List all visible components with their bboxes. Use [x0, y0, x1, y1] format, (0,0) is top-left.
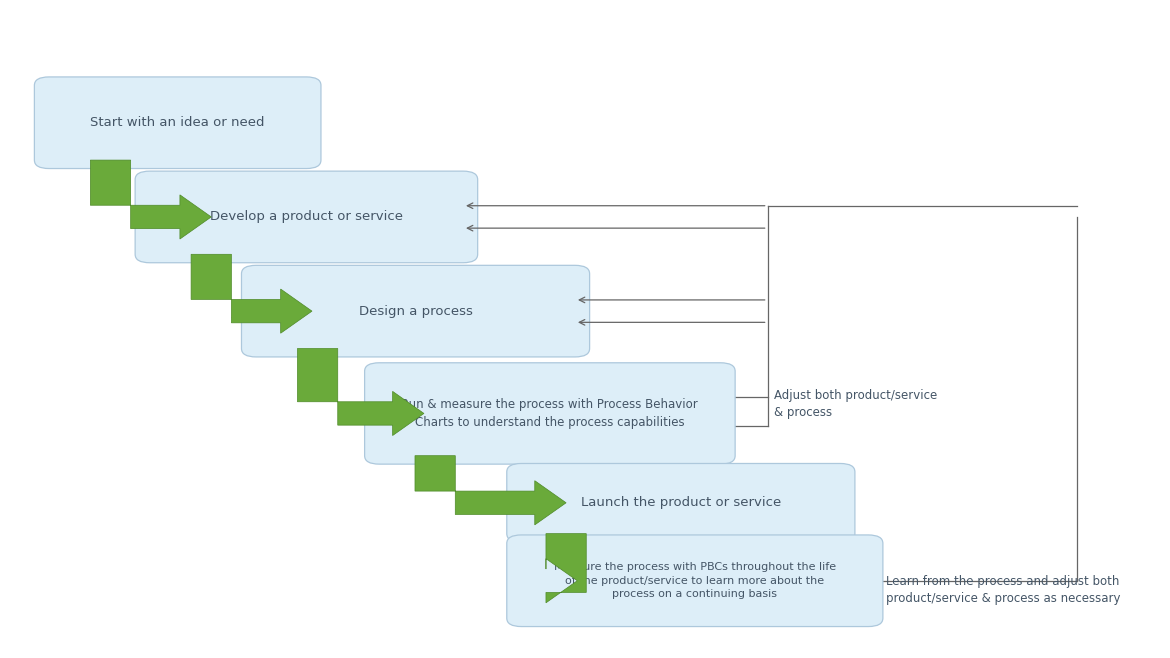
- Polygon shape: [546, 534, 586, 603]
- Text: Design a process: Design a process: [359, 305, 473, 318]
- FancyBboxPatch shape: [507, 535, 883, 626]
- FancyBboxPatch shape: [136, 171, 477, 263]
- Polygon shape: [297, 349, 424, 436]
- Text: Learn from the process and adjust both
product/service & process as necessary: Learn from the process and adjust both p…: [886, 575, 1121, 605]
- FancyBboxPatch shape: [365, 363, 735, 464]
- FancyBboxPatch shape: [34, 77, 321, 168]
- FancyBboxPatch shape: [507, 463, 855, 542]
- Polygon shape: [90, 160, 212, 239]
- FancyBboxPatch shape: [241, 265, 590, 357]
- Text: Start with an idea or need: Start with an idea or need: [90, 116, 264, 129]
- Text: Launch the product or service: Launch the product or service: [580, 496, 780, 509]
- Polygon shape: [415, 456, 566, 525]
- Text: Run & measure the process with Process Behavior
Charts to understand the process: Run & measure the process with Process B…: [401, 398, 698, 429]
- Text: Measure the process with PBCs throughout the life
of the product/service to lear: Measure the process with PBCs throughout…: [553, 562, 835, 599]
- Text: Develop a product or service: Develop a product or service: [209, 211, 402, 224]
- Polygon shape: [191, 254, 312, 333]
- Text: Adjust both product/service
& process: Adjust both product/service & process: [775, 389, 937, 418]
